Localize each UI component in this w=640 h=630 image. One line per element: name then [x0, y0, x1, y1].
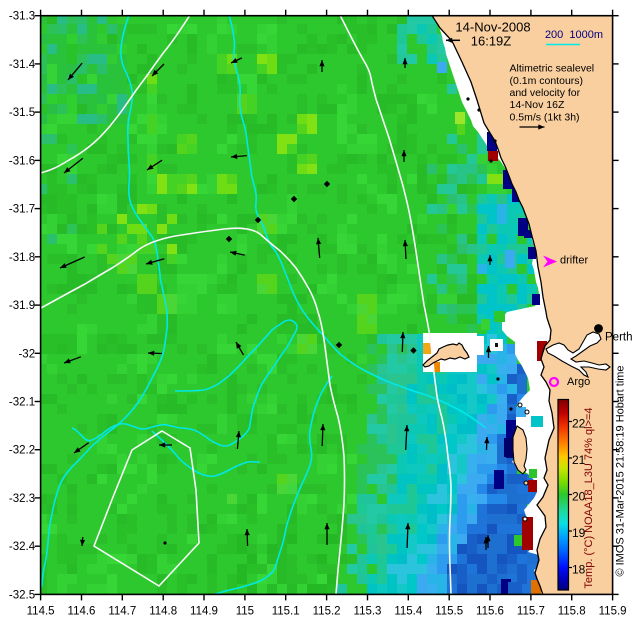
- svg-text:-31.5: -31.5: [9, 107, 35, 119]
- svg-text:-32.3: -32.3: [9, 493, 35, 505]
- svg-text:114.6: 114.6: [68, 606, 96, 618]
- svg-text:-31.8: -31.8: [9, 252, 35, 264]
- svg-text:-32.4: -32.4: [9, 541, 36, 553]
- svg-text:-32.5: -32.5: [9, 589, 35, 601]
- svg-text:-31.4: -31.4: [9, 59, 36, 71]
- svg-text:115.1: 115.1: [272, 606, 300, 618]
- svg-text:-31.6: -31.6: [9, 155, 35, 167]
- svg-text:-32: -32: [18, 348, 35, 360]
- svg-text:21: 21: [572, 453, 586, 467]
- svg-text:-32.1: -32.1: [9, 397, 35, 409]
- svg-text:14-Nov-2008: 14-Nov-2008: [455, 20, 530, 35]
- svg-text:-31.7: -31.7: [9, 204, 35, 216]
- svg-text:115.2: 115.2: [313, 606, 341, 618]
- svg-text:Altimetric sealevel: Altimetric sealevel: [510, 63, 595, 75]
- svg-text:200 1000m: 200 1000m: [545, 29, 603, 41]
- svg-text:Argo: Argo: [567, 376, 590, 388]
- svg-text:-31.9: -31.9: [9, 300, 35, 312]
- svg-text:115: 115: [236, 606, 254, 618]
- svg-text:115.9: 115.9: [599, 606, 627, 618]
- svg-text:115.5: 115.5: [435, 606, 463, 618]
- svg-text:19: 19: [572, 526, 586, 540]
- svg-text:Temp. (°C) NOAA18_L3U 74% ql>=: Temp. (°C) NOAA18_L3U 74% ql>=4: [583, 407, 595, 588]
- svg-text:115.6: 115.6: [476, 606, 504, 618]
- svg-text:© IMOS 31-Mar-2015 21:58:19 Ho: © IMOS 31-Mar-2015 21:58:19 Hobart time: [615, 365, 627, 576]
- svg-text:114.9: 114.9: [190, 606, 218, 618]
- svg-text:18: 18: [572, 563, 586, 577]
- svg-text:22: 22: [572, 417, 586, 431]
- svg-text:115.7: 115.7: [517, 606, 545, 618]
- svg-text:drifter: drifter: [560, 255, 588, 267]
- svg-text:115.4: 115.4: [394, 606, 423, 618]
- svg-text:Perth: Perth: [605, 332, 633, 344]
- svg-text:16:19Z: 16:19Z: [471, 34, 512, 49]
- svg-text:114.7: 114.7: [108, 606, 136, 618]
- svg-text:20: 20: [572, 490, 586, 504]
- svg-text:0.5m/s (1kt 3h): 0.5m/s (1kt 3h): [510, 112, 580, 124]
- svg-text:114.5: 114.5: [27, 606, 55, 618]
- svg-text:115.3: 115.3: [354, 606, 382, 618]
- svg-text:14-Nov 16Z: 14-Nov 16Z: [510, 99, 565, 111]
- svg-text:114.8: 114.8: [149, 606, 177, 618]
- svg-text:-31.3: -31.3: [9, 11, 35, 23]
- svg-text:-32.2: -32.2: [9, 445, 35, 457]
- svg-text:115.8: 115.8: [558, 606, 586, 618]
- svg-text:(0.1m contours): (0.1m contours): [510, 75, 584, 87]
- svg-text:and velocity for: and velocity for: [510, 87, 581, 99]
